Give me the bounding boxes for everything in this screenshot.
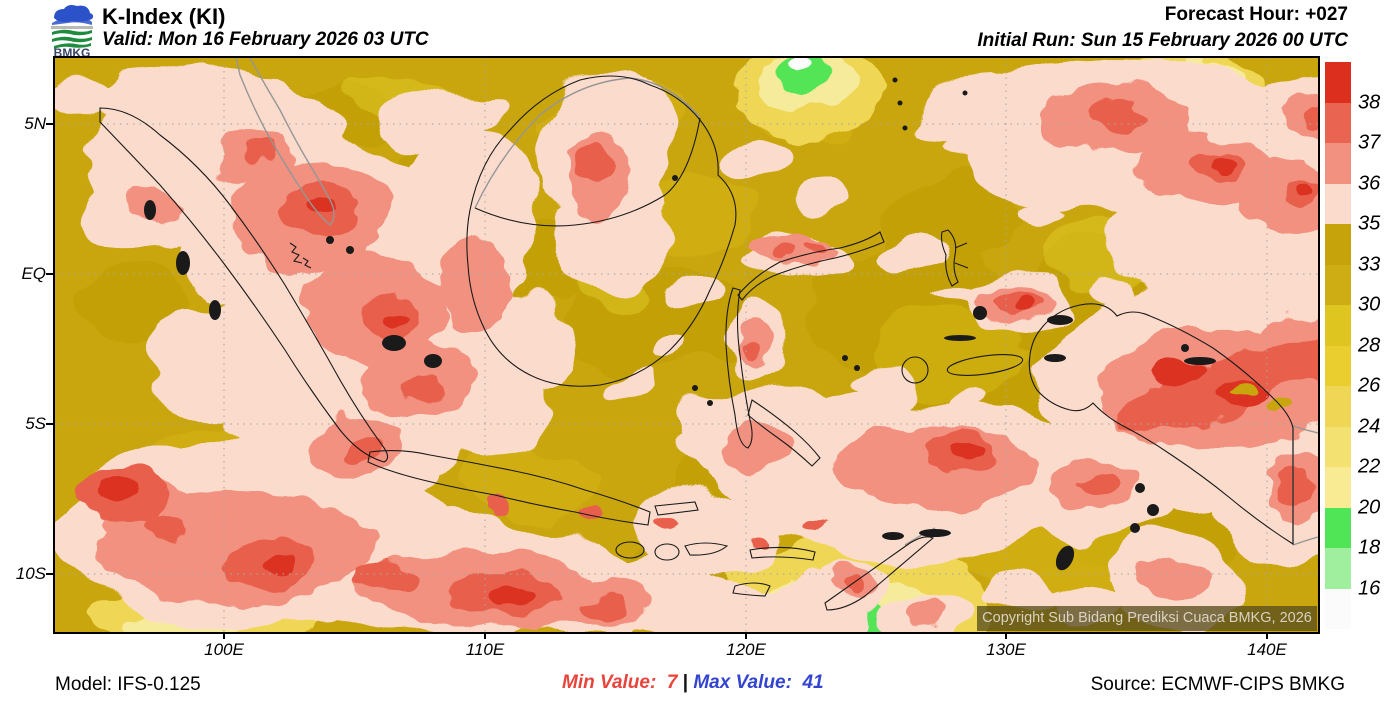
colorbar-label: 33 [1358,253,1381,275]
colorbar-label: 22 [1358,455,1381,478]
model-label: Model: IFS-0.125 [55,674,201,695]
lat-label-5n: 5N [24,114,46,133]
bmkg-logo-icon: BMKG [51,5,94,58]
colorbar-segment [1325,183,1351,224]
colorbar-label: 28 [1358,334,1381,356]
colorbar-label: 26 [1358,374,1381,397]
colorbar-labels: 38 37 36 35 33 30 28 26 24 22 20 18 16 [1358,62,1398,629]
colorbar-label: 20 [1358,496,1381,518]
colorbar-segment [1325,224,1351,265]
lat-tick [46,273,54,275]
bmkg-logo-text: BMKG [54,46,91,58]
colorbar-label: 18 [1358,536,1381,559]
colorbar-segment [1325,386,1351,427]
lat-label-eq: EQ [21,264,46,283]
max-value: 41 [802,672,824,693]
lon-tick [1266,632,1268,639]
colorbar-label: 24 [1358,415,1381,437]
colorbar-segment [1325,588,1351,629]
page-title: K-Index (KI) [102,4,226,29]
valid-time-label: Valid: Mon 16 February 2026 03 UTC [102,29,429,50]
lat-tick [46,123,54,125]
colorbar-label: 16 [1358,577,1381,599]
colorbar-segment [1325,507,1351,548]
lon-tick [484,632,486,639]
lat-label-5s: 5S [25,414,46,433]
graticule [55,58,1318,632]
colorbar-segment [1325,305,1351,346]
initial-run-label: Initial Run: Sun 15 February 2026 00 UTC [977,30,1348,51]
colorbar-label: 38 [1358,91,1381,113]
colorbar-segment [1325,467,1351,508]
colorbar-segment [1325,345,1351,386]
colorbar-segment [1325,143,1351,184]
lon-tick [223,632,225,639]
colorbar-segment [1325,426,1351,467]
lon-label-120e: 120E [726,640,766,659]
lon-tick [745,632,747,639]
colorbar [1325,62,1351,629]
lat-label-10s: 10S [15,564,46,583]
colorbar-label: 35 [1358,212,1381,235]
minmax-separator: | [682,672,689,693]
colorbar-label: 36 [1358,172,1381,194]
lon-tick [1005,632,1007,639]
lon-label-140e: 140E [1247,640,1287,659]
small-islands [144,77,1216,571]
source-label: Source: ECMWF-CIPS BMKG [1090,674,1345,695]
colorbar-segment [1325,264,1351,305]
colorbar-segment [1325,548,1351,589]
colorbar-label: 37 [1358,131,1381,154]
min-value-label: Min Value: [562,672,657,693]
lat-tick [46,573,54,575]
map-canvas [55,58,1318,632]
forecast-hour-label: Forecast Hour: +027 [1164,4,1348,25]
minmax-values: Min Value: 7 | Max Value: 41 [562,672,824,694]
lon-label-130e: 130E [986,640,1026,659]
copyright-overlay: Copyright Sub Bidang Prediksi Cuaca BMKG… [977,606,1317,631]
map-frame: Copyright Sub Bidang Prediksi Cuaca BMKG… [53,56,1320,634]
min-value: 7 [666,672,678,693]
colorbar-segment [1325,102,1351,143]
colorbar-label: 30 [1358,293,1381,316]
lon-label-110e: 110E [465,640,505,659]
colorbar-segment [1325,62,1351,103]
lon-label-100e: 100E [204,640,244,659]
lat-tick [46,423,54,425]
max-value-label: Max Value: [693,672,792,693]
coastlines [99,75,1294,611]
